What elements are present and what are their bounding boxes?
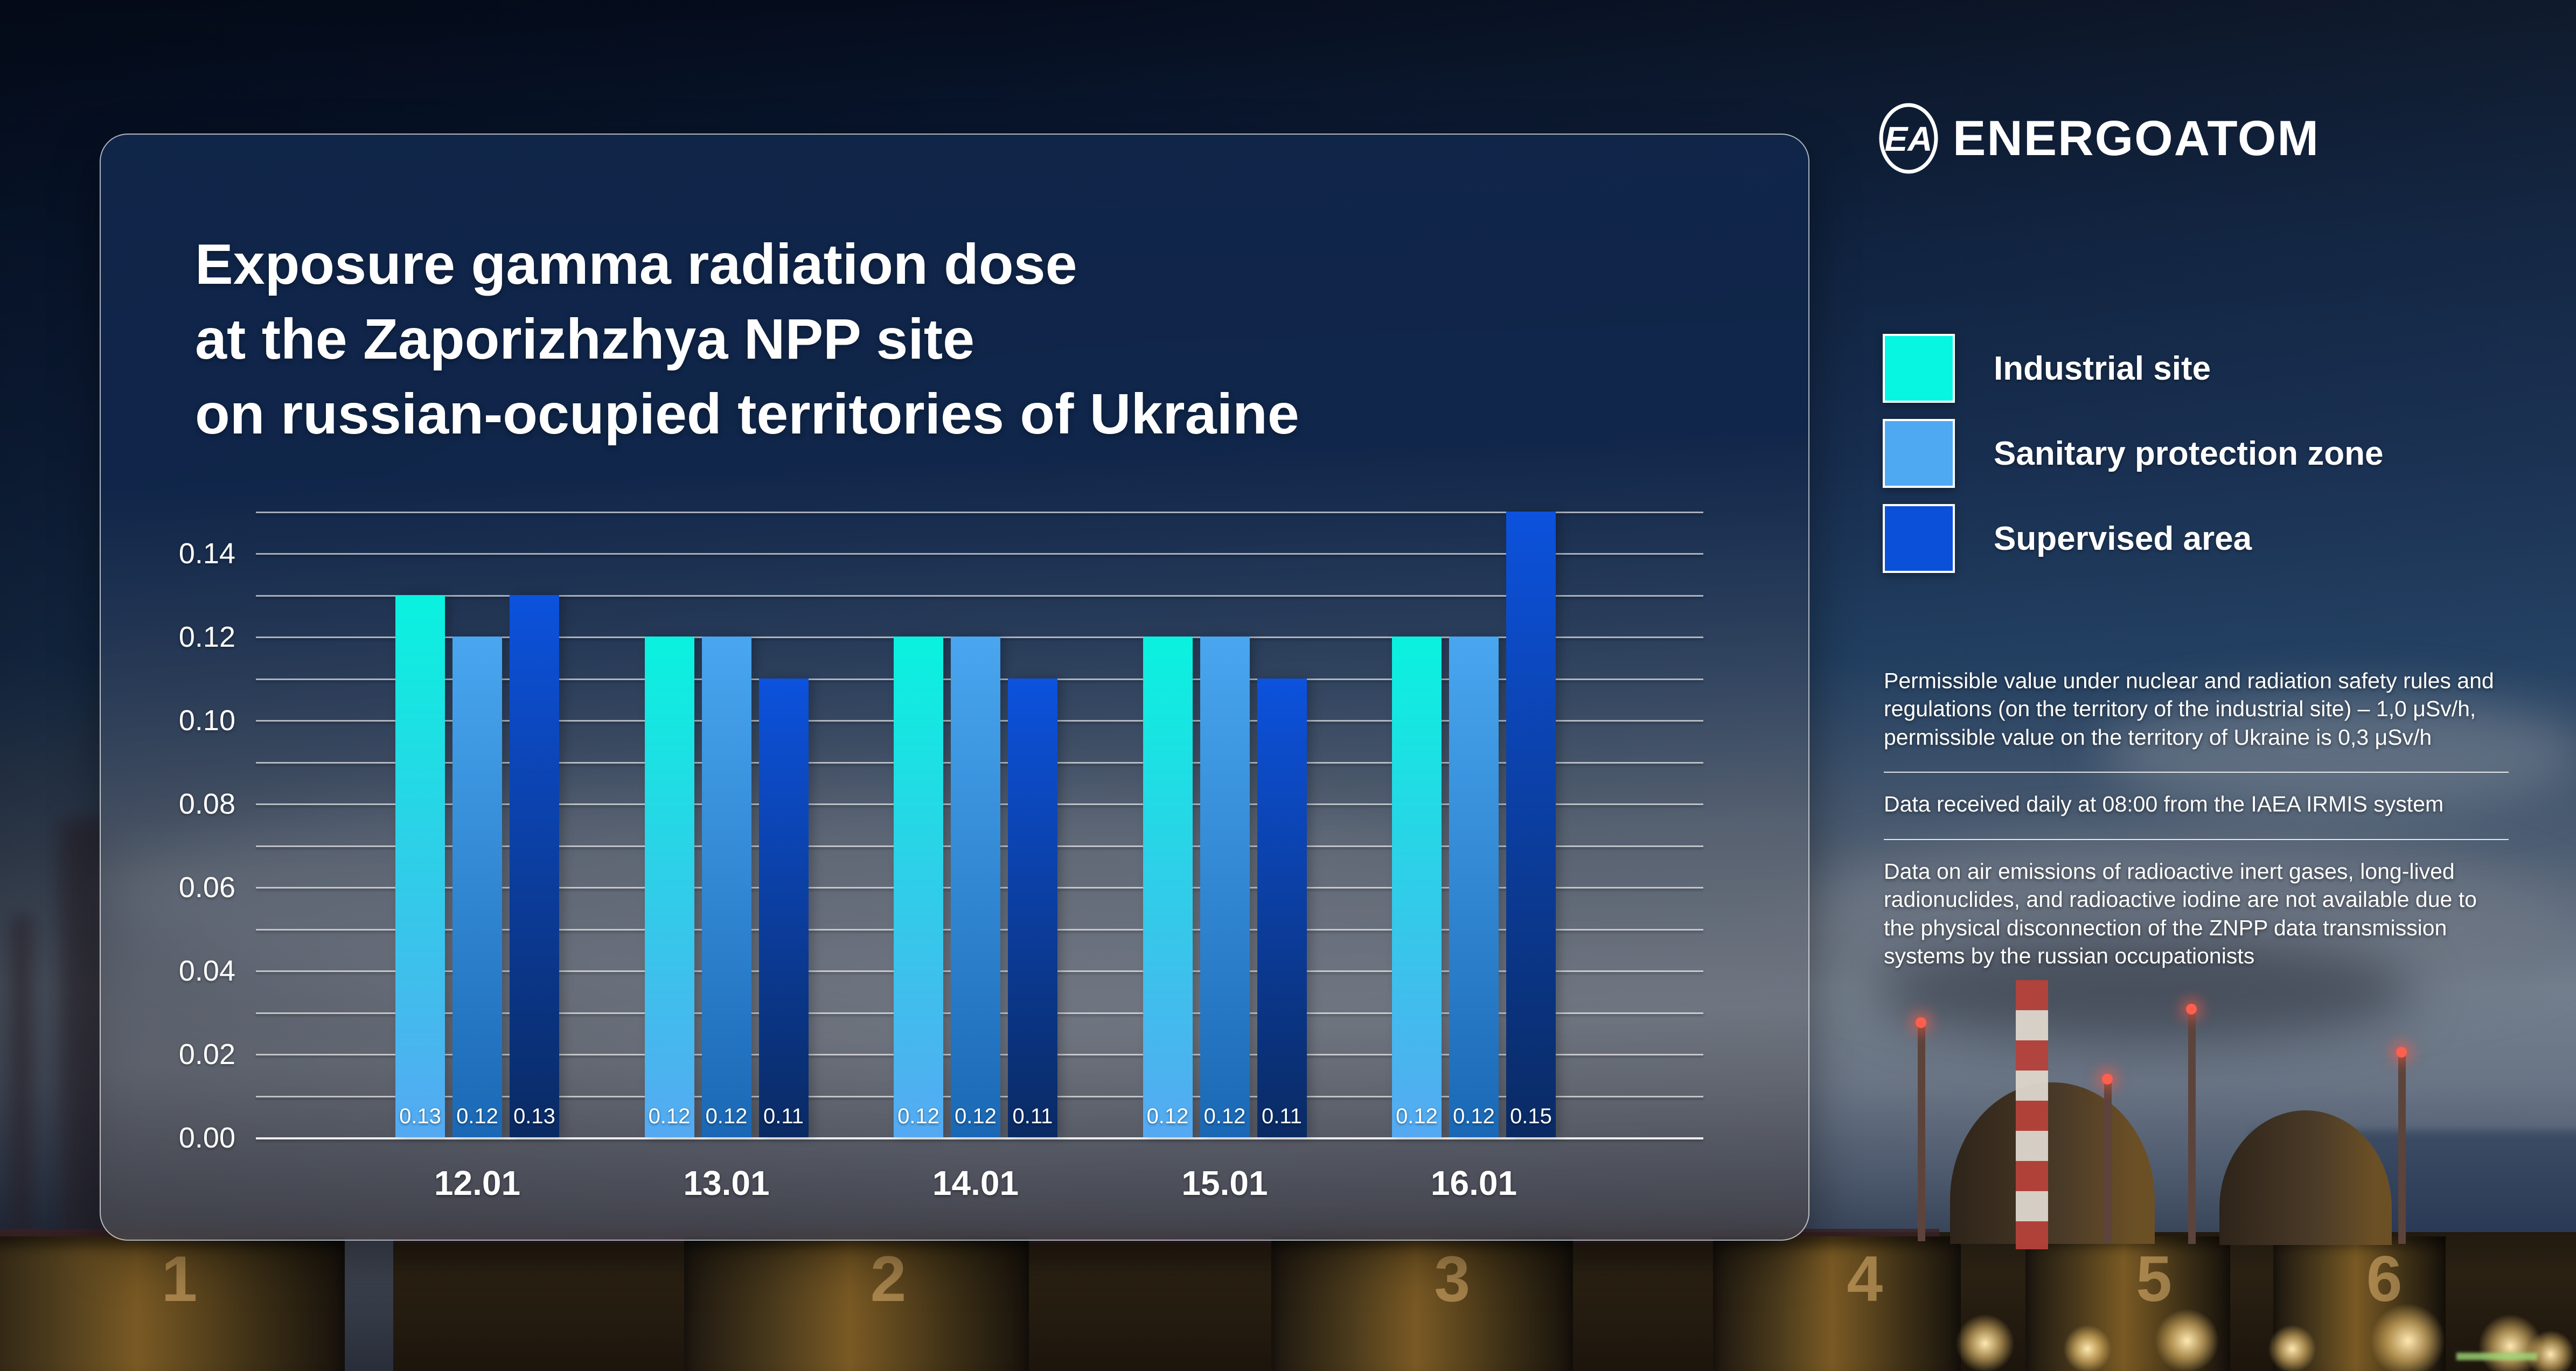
chimney-silhouette: [11, 915, 32, 1260]
bar-value-label: 0.12: [1453, 1104, 1495, 1128]
floodlight: [2370, 1303, 2446, 1371]
reactor-building: 3: [1271, 1236, 1573, 1371]
svg-text:EA: EA: [1885, 120, 1933, 158]
bar-supervised-area: 0.11: [758, 678, 809, 1137]
y-axis-label: 0.04: [178, 955, 235, 987]
bar-supervised-area: 0.15: [1506, 511, 1556, 1137]
unit-number: 2: [870, 1243, 907, 1315]
floodlight: [2063, 1325, 2112, 1371]
bar-value-label: 0.11: [763, 1104, 804, 1128]
bar-value-label: 0.12: [897, 1104, 939, 1128]
chart: 0.00 0.02 0.04 0.06 0.08 0.10 0.12 0.14 0.13 0.12…: [101, 135, 1808, 1240]
grid-line: [256, 511, 1703, 513]
bar-sanitary-protection-zone: 0.12: [1200, 636, 1250, 1137]
grid-line: [256, 594, 1703, 597]
bar-value-label: 0.12: [1146, 1104, 1189, 1128]
bar-value-label: 0.12: [1203, 1104, 1246, 1128]
unit-number: 5: [2136, 1243, 2172, 1315]
notes-column: Permissible value under nuclear and radi…: [1884, 667, 2509, 970]
bar-sanitary-protection-zone: 0.12: [701, 636, 751, 1137]
bar-industrial-site: 0.13: [395, 594, 445, 1137]
vent-mast: [2396, 1047, 2407, 1244]
x-axis-label: 12.01: [434, 1164, 521, 1202]
chart-title: Exposure gamma radiation dose at the Zap…: [195, 233, 1299, 446]
legend-label: Industrial site: [1994, 349, 2211, 387]
cloud: [2101, 695, 2576, 813]
energoatom-wordmark: ENERGOATOM: [1953, 110, 2320, 166]
legend-item-industrial-site: Industrial site: [1883, 334, 2383, 403]
bar-value-label: 0.13: [513, 1104, 555, 1128]
bar-industrial-site: 0.12: [644, 636, 694, 1137]
bar-value-label: 0.15: [1510, 1104, 1552, 1128]
bar-value-label: 0.13: [399, 1104, 441, 1128]
legend-swatch-industrial-site: [1883, 334, 1955, 403]
bar-supervised-area: 0.13: [510, 594, 559, 1137]
floodlight: [2155, 1309, 2219, 1371]
vent-mast: [2102, 1074, 2113, 1244]
bar-sanitary-protection-zone: 0.12: [951, 636, 1000, 1137]
legend-swatch-supervised-area: [1883, 504, 1955, 573]
bar-value-label: 0.12: [648, 1104, 691, 1128]
cloud: [1875, 937, 2413, 1045]
floodlight: [1955, 1314, 2015, 1371]
unit-number: 3: [1434, 1243, 1471, 1315]
floodlight: [2268, 1325, 2316, 1371]
bar-value-label: 0.12: [456, 1104, 498, 1128]
unit-number: 4: [1847, 1243, 1883, 1315]
x-axis-label: 15.01: [1181, 1164, 1268, 1202]
legend-label: Supervised area: [1994, 520, 2252, 557]
y-axis-label: 0.00: [178, 1122, 235, 1154]
chart-legend: Industrial site Sanitary protection zone…: [1883, 334, 2383, 589]
note-emissions: Data on air emissions of radioactive ine…: [1884, 858, 2477, 969]
chart-panel: Exposure gamma radiation dose at the Zap…: [100, 134, 1809, 1241]
vent-mast: [2186, 1004, 2197, 1244]
energoatom-logo-icon: EA: [1879, 103, 1938, 174]
legend-item-supervised-area: Supervised area: [1883, 504, 2383, 573]
vent-mast: [1916, 1017, 1926, 1241]
bar-supervised-area: 0.11: [1008, 678, 1057, 1137]
y-axis-label: 0.08: [178, 788, 235, 820]
bar-industrial-site: 0.12: [1392, 636, 1442, 1137]
legend-swatch-sanitary-protection-zone: [1883, 419, 1955, 488]
legend-item-sanitary-protection-zone: Sanitary protection zone: [1883, 419, 2383, 488]
y-axis-label: 0.02: [178, 1038, 235, 1071]
bar-value-label: 0.12: [1396, 1104, 1438, 1128]
bar-industrial-site: 0.12: [894, 636, 943, 1137]
grid-line: [256, 553, 1703, 555]
legend-label: Sanitary protection zone: [1994, 435, 2384, 472]
reactor-building: 4: [1713, 1236, 1961, 1371]
note-permissible-values: Permissible value under nuclear and radi…: [1884, 668, 2494, 750]
energoatom-logo: EA ENERGOATOM: [1878, 102, 2320, 174]
y-axis-label: 0.12: [178, 621, 235, 653]
bar-sanitary-protection-zone: 0.12: [1449, 636, 1499, 1137]
x-axis-label: 14.01: [932, 1164, 1019, 1202]
striped-vent-stack: [2016, 980, 2048, 1249]
floodlight: [2526, 1330, 2575, 1371]
x-axis-label: 16.01: [1430, 1164, 1517, 1202]
bar-value-label: 0.12: [955, 1104, 997, 1128]
bar-industrial-site: 0.12: [1143, 636, 1193, 1137]
lit-fence-strip: [2456, 1353, 2537, 1360]
y-axis-label: 0.06: [178, 871, 235, 904]
divider: [1884, 838, 2509, 840]
x-axis-label: 13.01: [683, 1164, 770, 1202]
grid-line: [256, 1137, 1703, 1139]
note-data-source: Data received daily at 08:00 from the IA…: [1884, 792, 2444, 817]
bar-supervised-area: 0.11: [1257, 678, 1307, 1137]
bar-value-label: 0.12: [705, 1104, 748, 1128]
bar-sanitary-protection-zone: 0.12: [452, 636, 502, 1137]
y-axis-label: 0.10: [178, 704, 235, 737]
divider: [1884, 772, 2509, 773]
reactor-building: 1: [0, 1236, 345, 1371]
bar-value-label: 0.11: [1012, 1104, 1053, 1128]
unit-number: 6: [2366, 1243, 2403, 1315]
unit-number: 1: [161, 1243, 198, 1315]
reactor-building: 2: [684, 1236, 1029, 1371]
bar-value-label: 0.11: [1262, 1104, 1302, 1128]
y-axis-label: 0.14: [178, 537, 235, 570]
